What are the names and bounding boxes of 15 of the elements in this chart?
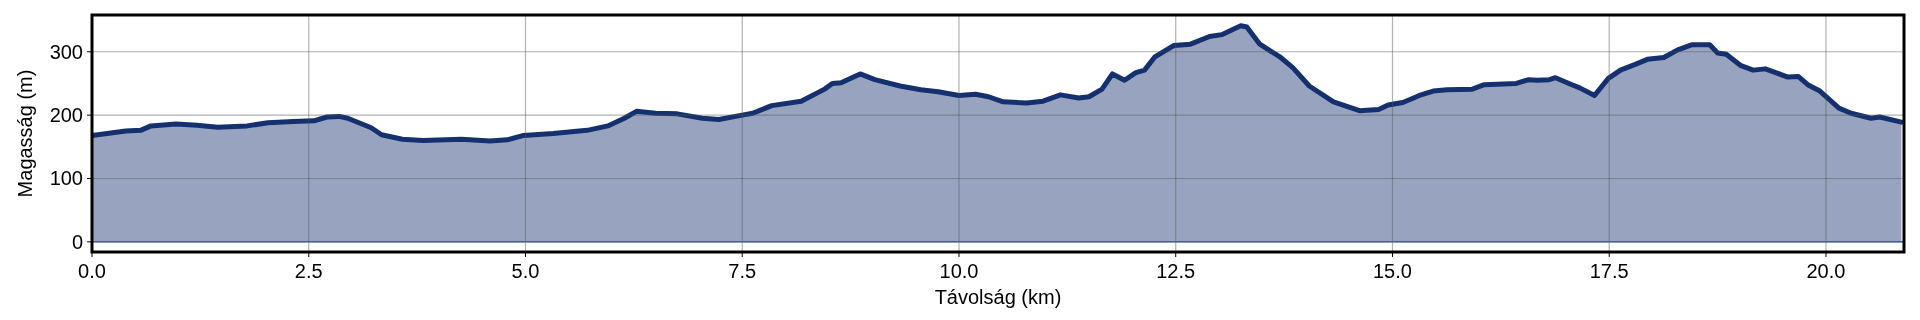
y-tick-label: 300 bbox=[49, 40, 83, 63]
y-axis-title: Magasság (m) bbox=[14, 69, 36, 198]
x-tick-label: 5.0 bbox=[511, 260, 540, 282]
x-tick-label: 17.5 bbox=[1589, 260, 1629, 282]
x-axis-title: Távolság (km) bbox=[934, 286, 1062, 308]
x-tick-label: 15.0 bbox=[1373, 260, 1412, 282]
x-tick-label: 10.0 bbox=[939, 260, 979, 282]
x-tick-label: 12.5 bbox=[1156, 260, 1196, 282]
y-tick-label: 100 bbox=[49, 167, 83, 190]
y-tick-label: 200 bbox=[49, 104, 83, 127]
x-tick-label: 2.5 bbox=[294, 260, 323, 282]
x-tick-label: 20.0 bbox=[1806, 260, 1846, 282]
x-tick-label: 0.0 bbox=[78, 260, 106, 282]
y-tick-label: 0 bbox=[71, 230, 83, 253]
x-tick-label: 7.5 bbox=[728, 260, 757, 282]
